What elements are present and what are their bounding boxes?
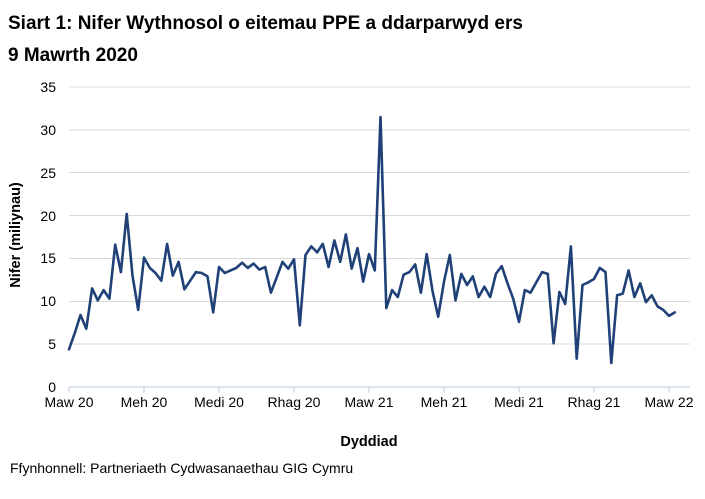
chart-title-line1: Siart 1: Nifer Wythnosol o eitemau PPE a… — [8, 13, 523, 34]
y-tick-label: 10 — [40, 293, 56, 310]
x-tick-label: Maw 20 — [44, 394, 94, 410]
y-tick-label: 15 — [40, 250, 56, 267]
x-tick-label: Meh 20 — [120, 394, 168, 410]
x-tick-label: Medi 21 — [494, 394, 544, 410]
x-tick-label: Medi 20 — [194, 394, 244, 410]
source-note: Ffynhonnell: Partneriaeth Cydwasanaethau… — [10, 460, 354, 476]
x-tick-label: Rhag 21 — [567, 394, 621, 410]
y-tick-label: 5 — [48, 336, 56, 353]
x-tick-label: Rhag 20 — [267, 394, 321, 410]
y-tick-label: 20 — [40, 207, 56, 224]
y-tick-label: 0 — [48, 379, 56, 395]
x-tick-label: Maw 22 — [644, 394, 694, 410]
data-line-series — [67, 115, 677, 365]
y-tick-label: 30 — [40, 121, 56, 138]
chart-title: Siart 1: Nifer Wythnosol o eitemau PPE a… — [8, 8, 623, 72]
y-tick-label: 25 — [40, 164, 56, 181]
y-tick-label: 35 — [40, 79, 56, 95]
x-tick-label: Maw 21 — [344, 394, 394, 410]
chart-title-line2: 9 Mawrth 2020 — [8, 45, 138, 66]
x-tick-label: Meh 21 — [420, 394, 468, 410]
x-axis-title: Dyddiad — [340, 434, 398, 450]
